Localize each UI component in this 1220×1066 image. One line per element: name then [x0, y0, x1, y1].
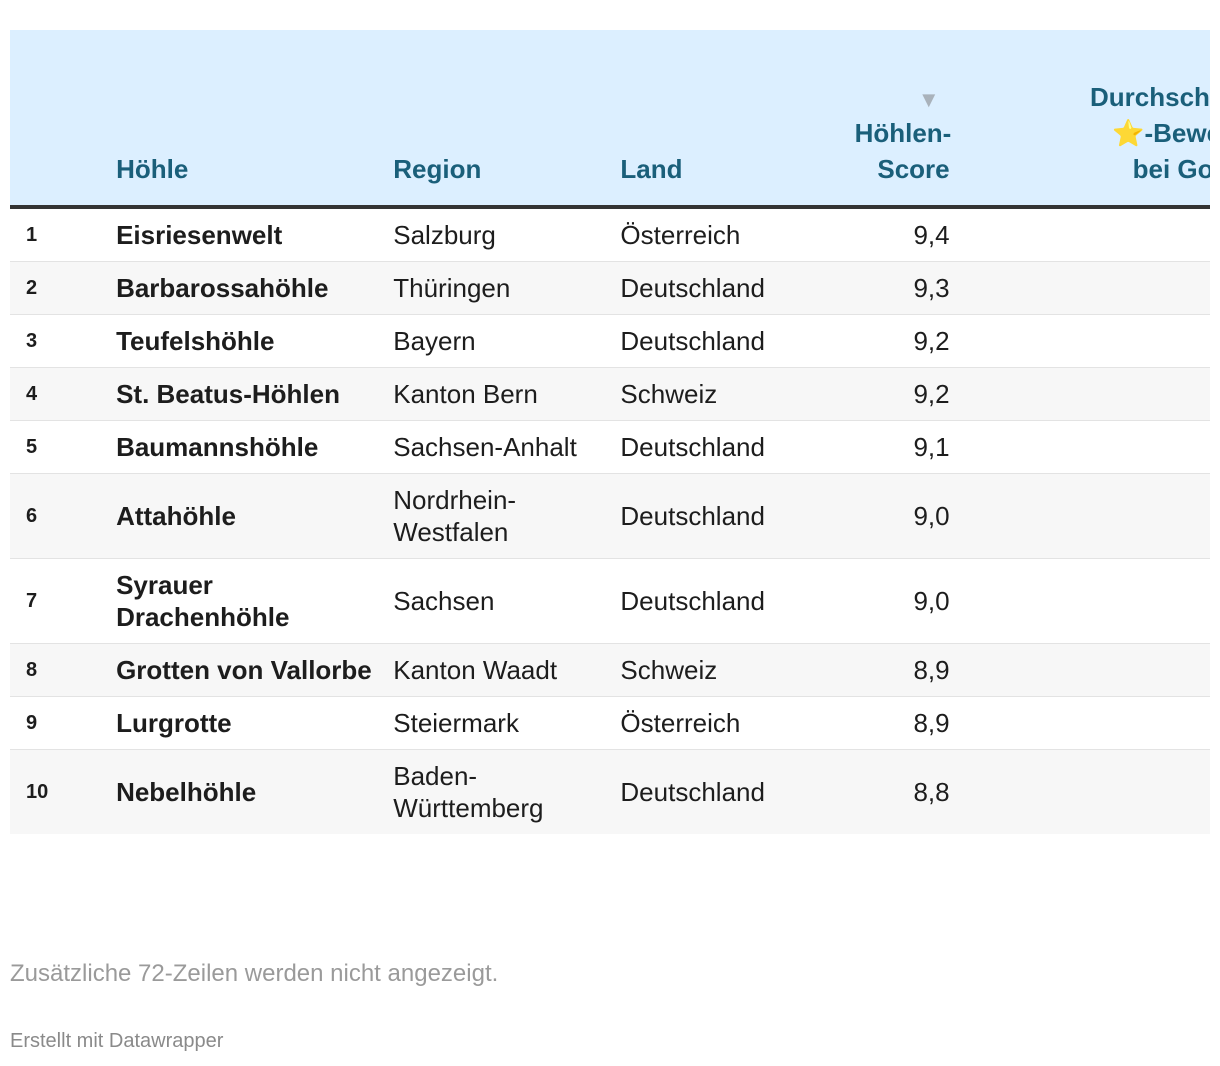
- rating-cell: [950, 421, 1210, 474]
- country-cell: Österreich: [620, 220, 741, 250]
- country-cell: Deutschland: [620, 586, 765, 616]
- table-row: 2 Barbarossahöhle Thüringen Deutschland 9,3: [10, 261, 1210, 315]
- table-row: 9 Lurgrotte Steiermark Österreich 8,9: [10, 697, 1210, 750]
- region-cell: Baden-Württemberg: [393, 761, 544, 823]
- rank-cell: 2: [26, 277, 38, 299]
- score-cell: 8,9: [913, 655, 950, 685]
- table-row: 6 Attahöhle Nordrhein-Westfalen Deutschland…: [10, 473, 1210, 559]
- table-row: 7 Syrauer Drachenhöhle Sachsen Deutschland 9…: [10, 559, 1210, 644]
- caves-table: Höhle Region Land ▼ Höhlen- Score Durchs…: [10, 30, 1210, 834]
- region-cell: Kanton Bern: [393, 379, 538, 409]
- header-cave[interactable]: Höhle: [116, 154, 189, 184]
- rating-cell: [950, 262, 1210, 315]
- header-rank: [10, 30, 116, 207]
- header-country[interactable]: Land: [620, 154, 683, 184]
- header-rating-line2: -Bewertung: [1144, 118, 1211, 148]
- score-cell: 9,2: [913, 379, 950, 409]
- score-cell: 8,9: [913, 708, 950, 738]
- cave-name-cell: Attahöhle: [116, 501, 236, 531]
- rating-cell: [950, 368, 1210, 421]
- region-cell: Salzburg: [393, 220, 496, 250]
- header-score-line2: Score: [877, 154, 950, 184]
- rank-cell: 6: [26, 505, 38, 527]
- score-cell: 8,8: [913, 777, 950, 807]
- table-row: 5 Baumannshöhle Sachsen-Anhalt Deutschland 9…: [10, 421, 1210, 474]
- table-body: 1 Eisriesenwelt Salzburg Österreich 9,4 2 Barb…: [10, 207, 1210, 834]
- rating-cell: [950, 750, 1210, 835]
- score-cell: 9,2: [913, 326, 950, 356]
- rating-cell: [950, 207, 1210, 262]
- score-cell: 9,3: [913, 273, 950, 303]
- cave-name-cell: Nebelhöhle: [116, 777, 257, 807]
- country-cell: Deutschland: [620, 326, 765, 356]
- region-cell: Sachsen-Anhalt: [393, 432, 577, 462]
- cave-name-cell: Lurgrotte: [116, 708, 232, 738]
- datawrapper-credit[interactable]: Erstellt mit Datawrapper: [10, 1030, 224, 1052]
- header-rating-line3: bei Google: [1132, 154, 1210, 184]
- header-rating-line1: Durchschnittliche: [1090, 82, 1210, 112]
- rank-cell: 5: [26, 436, 38, 458]
- header-score[interactable]: ▼ Höhlen- Score: [854, 30, 952, 207]
- rating-cell: [950, 474, 1210, 559]
- cave-name-cell: Teufelshöhle: [116, 326, 275, 356]
- country-cell: Schweiz: [620, 379, 718, 409]
- header-region[interactable]: Region: [393, 154, 482, 184]
- cave-name-cell: Barbarossahöhle: [116, 273, 329, 303]
- rating-cell: [950, 559, 1210, 644]
- rank-cell: 1: [26, 224, 38, 246]
- cave-name-cell: Eisriesenwelt: [116, 220, 283, 250]
- cave-name-cell: Grotten von Vallorbe: [116, 655, 372, 685]
- rating-cell: [950, 644, 1210, 697]
- rank-cell: 3: [26, 330, 38, 352]
- score-cell: 9,4: [913, 220, 950, 250]
- hidden-rows-note: Zusätzliche 72-Zeilen werden nicht angez…: [10, 960, 499, 987]
- header-google-rating[interactable]: Durchschnittliche ⭐-Bewertung bei Google: [950, 30, 1210, 207]
- rank-cell: 7: [26, 590, 38, 612]
- country-cell: Österreich: [620, 708, 741, 738]
- rank-cell: 4: [26, 383, 38, 405]
- region-cell: Thüringen: [393, 273, 511, 303]
- star-icon: ⭐: [1112, 118, 1145, 148]
- cave-name-cell: Syrauer Drachenhöhle: [116, 570, 290, 632]
- score-cell: 9,1: [913, 432, 950, 462]
- rating-cell: [950, 315, 1210, 368]
- region-cell: Kanton Waadt: [393, 655, 558, 685]
- country-cell: Deutschland: [620, 777, 765, 807]
- table-row: 8 Grotten von Vallorbe Kanton Waadt Schweiz…: [10, 643, 1210, 697]
- sort-descending-icon: ▼: [917, 87, 940, 112]
- table-row: 3 Teufelshöhle Bayern Deutschland 9,2: [10, 315, 1210, 368]
- table-row: 10 Nebelhöhle Baden-Württemberg Deutschland…: [10, 749, 1210, 835]
- rank-cell: 10: [26, 781, 49, 803]
- table-row: 1 Eisriesenwelt Salzburg Österreich 9,4: [10, 207, 1210, 262]
- country-cell: Deutschland: [620, 501, 765, 531]
- score-cell: 9,0: [913, 586, 950, 616]
- cave-name-cell: Baumannshöhle: [116, 432, 319, 462]
- region-cell: Sachsen: [393, 586, 495, 616]
- country-cell: Deutschland: [620, 273, 765, 303]
- country-cell: Deutschland: [620, 432, 765, 462]
- region-cell: Steiermark: [393, 708, 519, 738]
- rating-cell: [950, 697, 1210, 750]
- rank-cell: 9: [26, 712, 38, 734]
- data-table-container: Höhle Region Land ▼ Höhlen- Score Durchs…: [10, 30, 1210, 834]
- region-cell: Bayern: [393, 326, 476, 356]
- cave-name-cell: St. Beatus-Höhlen: [116, 379, 340, 409]
- table-header: Höhle Region Land ▼ Höhlen- Score Durchs…: [10, 30, 1210, 207]
- region-cell: Nordrhein-Westfalen: [393, 485, 517, 547]
- country-cell: Schweiz: [620, 655, 718, 685]
- header-score-line1: Höhlen-: [854, 118, 952, 148]
- table-row: 4 St. Beatus-Höhlen Kanton Bern Schweiz 9,2: [10, 367, 1210, 421]
- rank-cell: 8: [26, 659, 38, 681]
- score-cell: 9,0: [913, 501, 950, 531]
